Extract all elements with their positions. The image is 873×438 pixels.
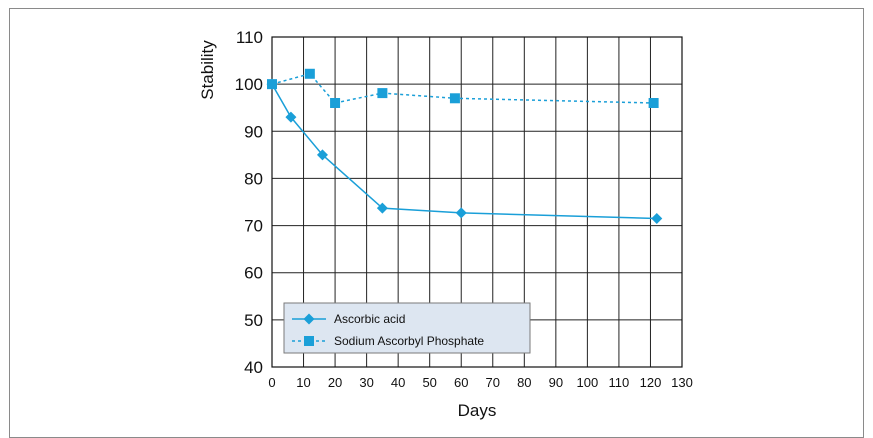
legend-label: Ascorbic acid xyxy=(334,312,405,326)
x-tick-label: 120 xyxy=(640,375,662,390)
diamond-point xyxy=(455,207,467,219)
x-tick-label: 80 xyxy=(517,375,531,390)
x-tick-label: 30 xyxy=(359,375,373,390)
square-point xyxy=(304,68,315,79)
y-tick-label: 60 xyxy=(244,264,263,283)
square-point xyxy=(330,98,341,108)
x-tick-label: 20 xyxy=(328,375,342,390)
x-tick-label: 10 xyxy=(296,375,310,390)
y-tick-label: 90 xyxy=(244,122,263,141)
x-tick-label: 100 xyxy=(577,375,599,390)
square-point xyxy=(377,88,388,99)
x-tick-label: 70 xyxy=(486,375,500,390)
x-tick-label: 130 xyxy=(671,375,693,390)
legend-box xyxy=(283,302,531,354)
diamond-point xyxy=(651,213,663,224)
series-2 xyxy=(267,68,659,108)
series-line xyxy=(271,72,654,104)
x-tick-label: 90 xyxy=(549,375,563,390)
chart-frame xyxy=(9,8,864,438)
plot-border xyxy=(271,36,683,368)
y-tick-label: 50 xyxy=(244,311,263,330)
square-point xyxy=(449,93,460,104)
x-tick-label: 40 xyxy=(391,375,405,390)
y-tick-label: 100 xyxy=(235,75,263,94)
series-line xyxy=(271,83,657,220)
x-axis-label: Days xyxy=(458,401,497,420)
legend-item: Sodium Ascorbyl Phosphate xyxy=(292,334,484,348)
tick-labels: 0 10 20 30 40 50 60 70 80 90 100 110 120 130 40 50 60 70 8… xyxy=(235,28,693,390)
y-tick-label: 110 xyxy=(236,28,263,47)
square-point xyxy=(267,79,277,90)
legend-square-icon xyxy=(304,336,314,346)
diamond-point xyxy=(376,202,388,214)
y-tick-label: 40 xyxy=(244,358,263,377)
y-tick-label: 70 xyxy=(244,217,263,236)
diamond-point xyxy=(285,111,297,123)
legend-item: Ascorbic acid xyxy=(292,312,405,326)
series-layer xyxy=(266,68,663,224)
series-1 xyxy=(266,78,663,224)
x-tick-label: 0 xyxy=(268,375,275,390)
x-tick-label: 50 xyxy=(422,375,436,390)
legend: Ascorbic acid Sodium Ascorbyl Phosphate xyxy=(283,302,531,354)
legend-label: Sodium Ascorbyl Phosphate xyxy=(334,334,484,348)
diamond-point xyxy=(316,149,328,161)
x-tick-label: 60 xyxy=(454,375,468,390)
x-tick-label: 110 xyxy=(609,375,630,390)
legend-diamond-icon xyxy=(303,313,315,325)
y-tick-label: 80 xyxy=(244,169,263,188)
square-point xyxy=(648,98,659,108)
y-axis-label: Stability xyxy=(198,40,217,100)
